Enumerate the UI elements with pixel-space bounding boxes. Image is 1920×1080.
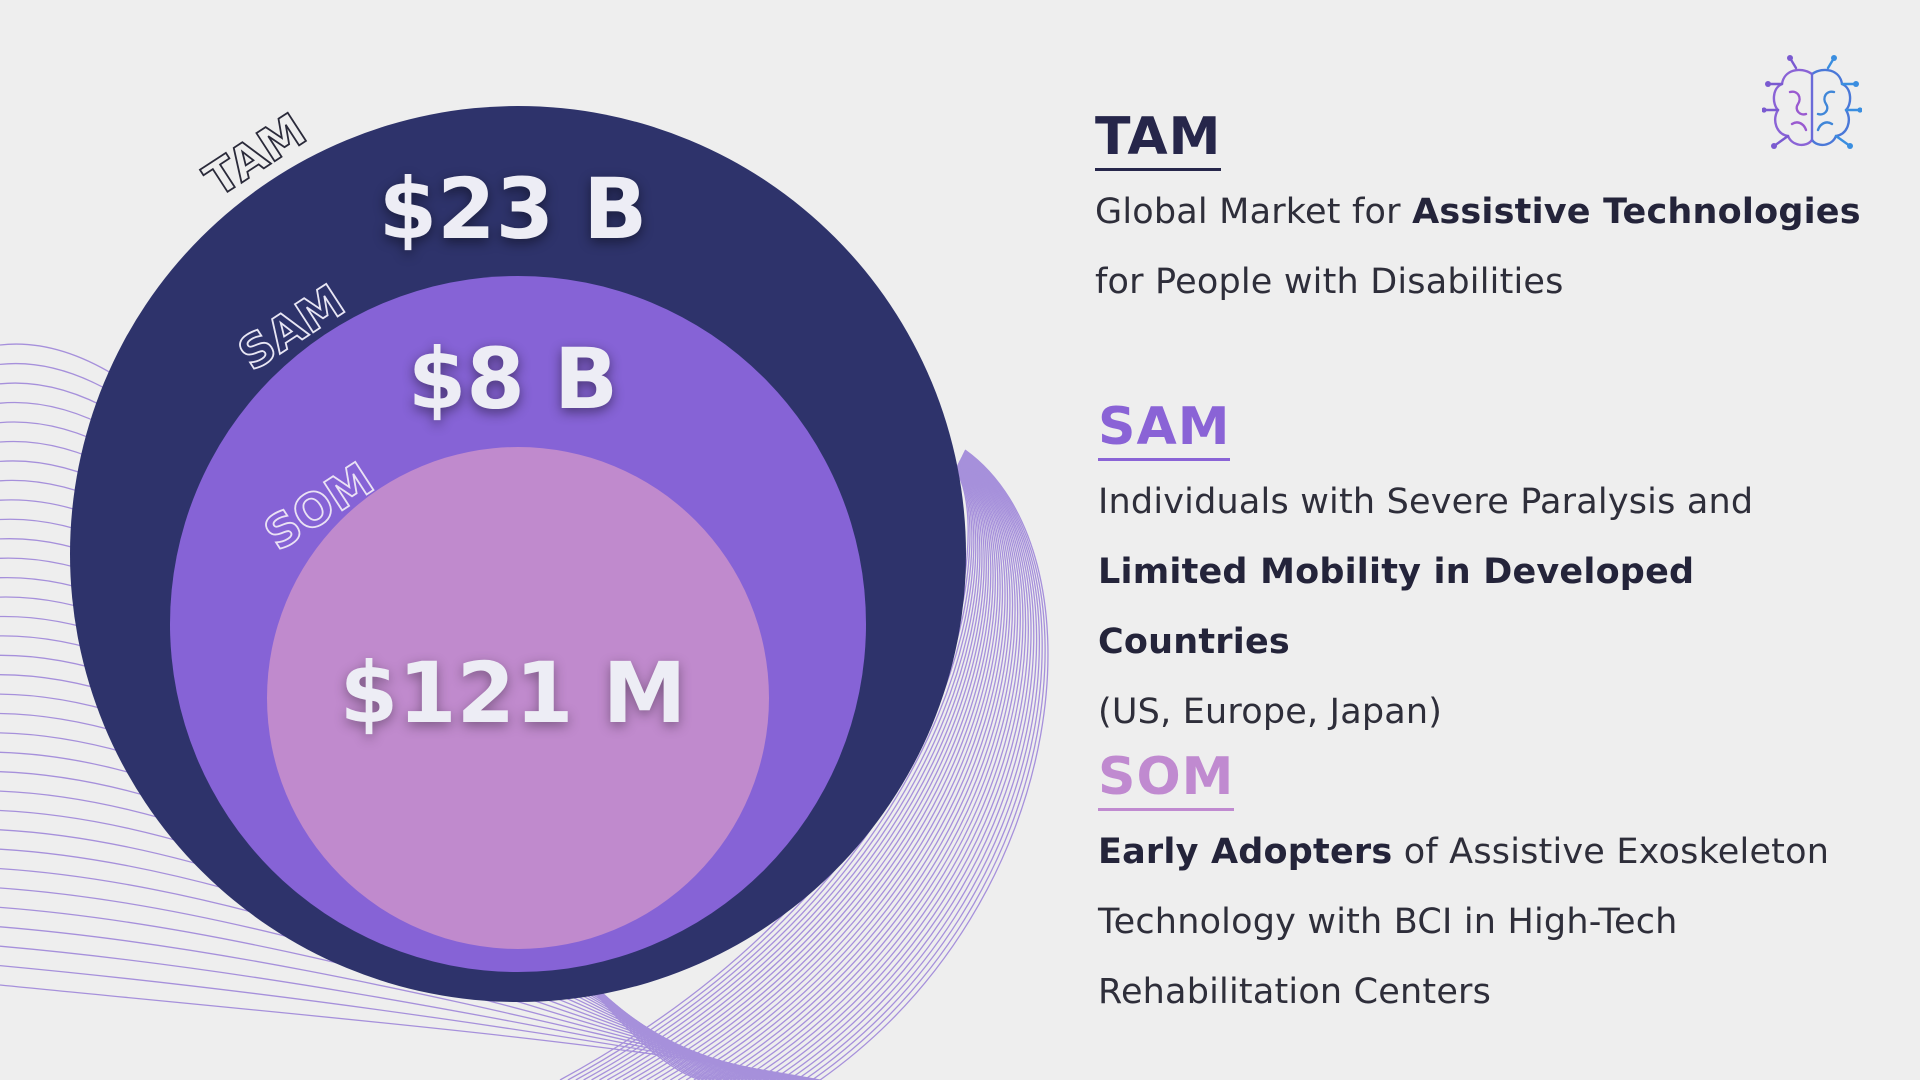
som-section: SOM Early Adopters of Assistive Exoskele… — [1098, 748, 1878, 1027]
sam-desc-text-3: (US, Europe, Japan) — [1098, 692, 1443, 732]
wave-line — [630, 464, 987, 1080]
wave-line — [764, 453, 1029, 1080]
wave-line — [756, 454, 1027, 1080]
wave-line — [796, 451, 1041, 1080]
sam-desc-text: Individuals with Severe Paralysis and — [1098, 482, 1754, 522]
wave-line — [780, 452, 1035, 1080]
som-desc-text-3: Rehabilitation Centers — [1098, 972, 1492, 1012]
tam-heading: TAM — [1095, 108, 1222, 171]
wave-line — [685, 459, 1004, 1080]
wave-line — [0, 926, 810, 1080]
brain-circuit-icon — [1762, 55, 1862, 149]
wave-line — [622, 464, 985, 1080]
tam-value: $23 B — [379, 160, 648, 258]
wave-line — [701, 458, 1009, 1080]
som-desc-text-2: Technology with BCI in High-Tech — [1098, 902, 1678, 942]
wave-line — [669, 461, 999, 1080]
wave-line — [654, 462, 994, 1080]
tam-desc-bold: Assistive Technologies — [1412, 192, 1861, 232]
tam-description: Global Market for Assistive Technologies… — [1095, 177, 1875, 317]
wave-line — [0, 964, 817, 1080]
wave-line — [709, 457, 1011, 1080]
wave-line — [606, 465, 981, 1080]
tam-section: TAM Global Market for Assistive Technolo… — [1095, 108, 1875, 317]
sam-value: $8 B — [408, 330, 618, 428]
wave-line — [725, 456, 1016, 1080]
wave-line — [819, 449, 1049, 1080]
wave-line — [677, 460, 1001, 1080]
wave-line — [662, 461, 996, 1080]
wave-line — [748, 454, 1024, 1080]
wave-line — [788, 451, 1038, 1080]
som-value: $121 M — [340, 644, 687, 742]
wave-line — [599, 466, 979, 1080]
wave-line — [0, 945, 813, 1080]
som-description: Early Adopters of Assistive Exoskeleton … — [1098, 817, 1878, 1027]
wave-line — [591, 467, 977, 1080]
wave-line — [693, 459, 1006, 1080]
wave-line — [614, 465, 983, 1080]
sam-description: Individuals with Severe Paralysis and Li… — [1098, 467, 1878, 747]
som-circle — [267, 447, 769, 949]
wave-line — [732, 456, 1019, 1080]
wave-line — [811, 450, 1046, 1080]
wave-line — [772, 453, 1032, 1080]
tam-desc-text-2: for People with Disabilities — [1095, 262, 1564, 302]
wave-line — [740, 455, 1021, 1080]
wave-line — [0, 984, 821, 1080]
tam-desc-text: Global Market for — [1095, 192, 1413, 232]
wave-line — [646, 462, 992, 1080]
som-desc-bold: Early Adopters — [1098, 832, 1393, 872]
wave-line — [717, 457, 1014, 1080]
som-heading: SOM — [1098, 748, 1235, 811]
som-desc-text: of Assistive Exoskeleton — [1392, 832, 1830, 872]
sam-heading: SAM — [1098, 398, 1231, 461]
wave-line — [803, 450, 1043, 1080]
sam-section: SAM Individuals with Severe Paralysis an… — [1098, 398, 1878, 747]
sam-desc-bold: Limited Mobility in Developed Countries — [1098, 552, 1695, 662]
wave-line — [638, 463, 990, 1080]
description-panel: TAM Global Market for Assistive Technolo… — [1095, 0, 1875, 1080]
